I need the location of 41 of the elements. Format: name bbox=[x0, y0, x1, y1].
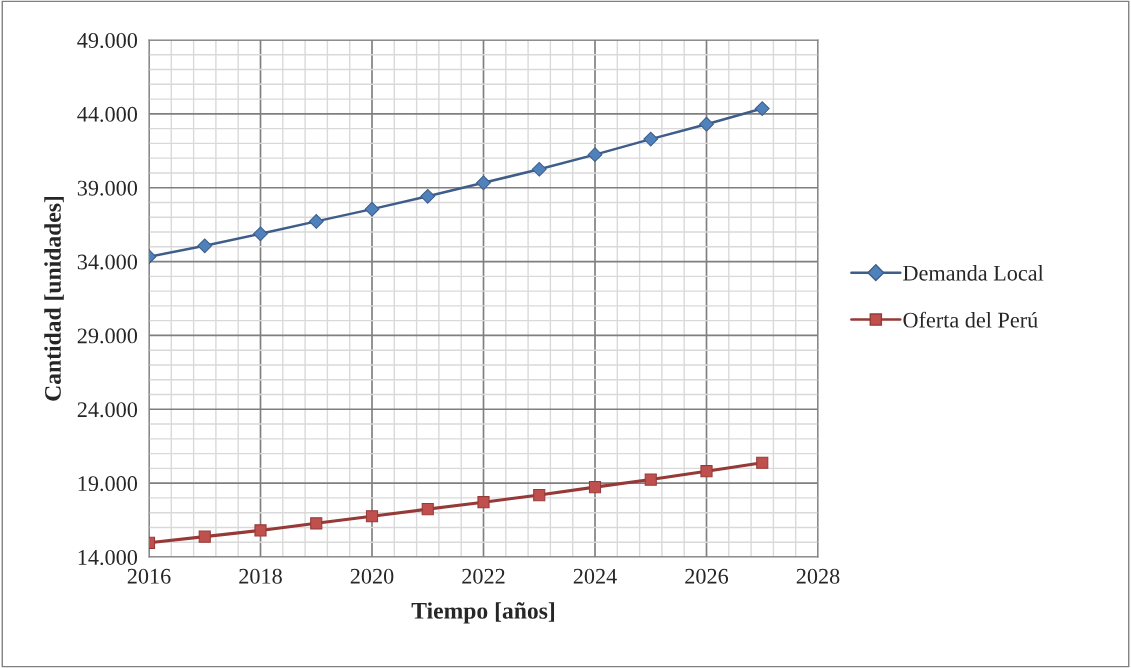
x-tick-label: 2022 bbox=[462, 568, 505, 584]
point bbox=[254, 524, 267, 537]
point bbox=[588, 481, 602, 494]
x-tick-label: 2018 bbox=[239, 568, 282, 584]
y-tick-label: 29.000 bbox=[77, 328, 138, 344]
point bbox=[643, 131, 659, 147]
x-tick-label: 2028 bbox=[796, 568, 840, 584]
point bbox=[756, 456, 769, 469]
y-tick-label: 34.000 bbox=[77, 254, 138, 270]
legend-label: Oferta del Perú bbox=[903, 311, 1038, 328]
x-tick-label: 2016 bbox=[127, 568, 171, 584]
y-tick-label: 39.000 bbox=[77, 180, 138, 196]
point bbox=[253, 226, 268, 242]
point bbox=[531, 161, 547, 177]
point bbox=[699, 116, 714, 132]
point bbox=[310, 517, 323, 530]
y-tick-label: 24.000 bbox=[77, 402, 138, 418]
point bbox=[644, 473, 657, 486]
point bbox=[754, 101, 770, 116]
x-tick-label: 2026 bbox=[685, 568, 729, 584]
y-tick-label: 44.000 bbox=[77, 106, 138, 122]
point bbox=[308, 214, 324, 229]
point bbox=[476, 175, 491, 191]
point bbox=[364, 201, 380, 217]
point bbox=[477, 496, 490, 509]
x-axis-title: Tiempo [años] bbox=[411, 602, 555, 624]
point bbox=[198, 530, 211, 543]
point bbox=[587, 147, 603, 163]
point bbox=[365, 510, 379, 523]
y-tick-label: 19.000 bbox=[78, 476, 138, 492]
point bbox=[420, 188, 436, 204]
point bbox=[533, 489, 546, 502]
point bbox=[421, 503, 434, 516]
y-axis-title: Cantidad [unidades] bbox=[44, 196, 64, 401]
legend-label: Demanda Local bbox=[903, 265, 1044, 281]
y-tick-label: 14.000 bbox=[78, 549, 138, 566]
point bbox=[197, 238, 213, 254]
point bbox=[700, 465, 713, 478]
x-tick-label: 2020 bbox=[350, 568, 394, 584]
y-tick-label: 49.000 bbox=[77, 32, 138, 49]
x-tick-label: 2024 bbox=[573, 568, 617, 584]
